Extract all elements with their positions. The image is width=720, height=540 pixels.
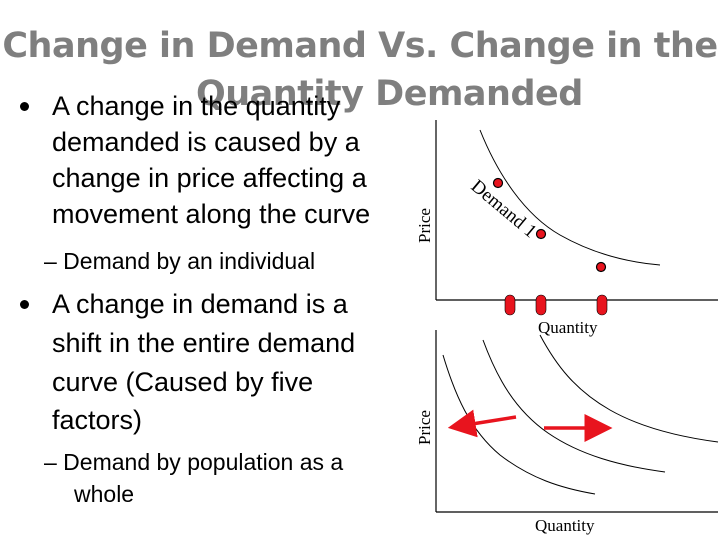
bullet-2-line-3: curve (Caused by five: [52, 367, 314, 397]
bullet-1-line-2: demanded is caused by a: [52, 127, 360, 157]
marker-3: [596, 294, 608, 316]
bottom-x-axis-label: Quantity: [535, 516, 595, 535]
bullet-dot-icon: [20, 102, 29, 111]
demand-1-curve-label: Demand 1: [467, 176, 541, 243]
bullet-2-line-2: shift in the entire demand: [52, 328, 356, 358]
bullet-2-line-4: factors): [52, 405, 143, 435]
bottom-y-axis-label: Price: [415, 410, 434, 445]
bullet-2-sub-line-1: – Demand by population as a: [44, 449, 344, 475]
demand-point-mid: [535, 228, 547, 240]
demand-curve-right: [539, 334, 719, 443]
slide-title-line1: Change in Demand Vs. Change in the: [2, 26, 718, 66]
bullet-1-line-3: change in price affecting a: [52, 163, 367, 193]
top-graph: Price Quantity Demand 1: [415, 120, 718, 337]
bullet-2-line-1: A change in demand is a: [52, 289, 348, 319]
bullet-1-line-1: A change in the quantity: [52, 91, 341, 121]
bottom-graph: Price Quantity: [415, 330, 719, 535]
shift-left-arrow: [447, 409, 517, 438]
bullet-1-line-4: movement along the curve: [52, 199, 371, 229]
top-y-axis-label: Price: [415, 208, 434, 243]
bullet-2-sub-line-2: whole: [74, 481, 135, 507]
demand-point-high: [492, 177, 504, 189]
demand-curve-left: [442, 354, 596, 495]
demand-point-low: [595, 261, 607, 273]
top-x-axis-label: Quantity: [538, 318, 598, 337]
demand-1-curve: [479, 129, 661, 266]
marker-1: [504, 294, 516, 316]
marker-2: [535, 294, 547, 316]
slide-title-line2: Quantity Demanded: [196, 74, 583, 114]
bullet-1-sub: – Demand by an individual: [44, 248, 316, 274]
bullet-dot-icon: [20, 300, 29, 309]
demand-curve-middle: [482, 339, 666, 473]
